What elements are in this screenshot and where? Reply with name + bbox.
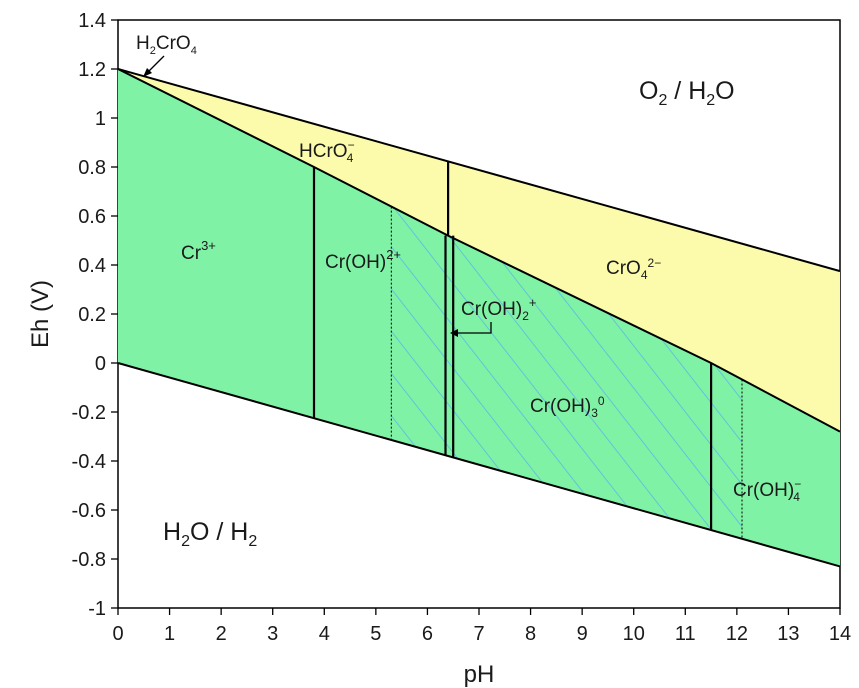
label-h2o-h2: H2O / H2 [163,518,257,550]
x-axis-title: pH [464,661,495,688]
svg-text:Cr(OH)2+: Cr(OH)2+ [461,295,536,323]
svg-text:H2CrO4: H2CrO4 [136,33,197,57]
y-tick-label: -0.2 [72,402,106,424]
y-tick-label: -0.6 [72,500,106,522]
croh2plus-pointer [456,322,492,334]
y-axis-ticks: -1 -0.8 -0.6 -0.4 -0.2 0 0.2 0.4 0.6 0.8 1 1.2 1.4 [72,10,118,620]
label-croh4: Cr(OH)− 4 [733,477,801,504]
y-tick-label: -1 [88,598,106,620]
croh2plus-arrow-icon [450,329,458,337]
y-tick-label: 0.4 [78,255,106,277]
x-tick-label: 5 [370,623,381,645]
label-h2cro4: H2CrO4 [136,33,197,77]
x-tick-label: 12 [726,623,748,645]
y-tick-label: 1.2 [78,59,106,81]
y-tick-label: 0.8 [78,157,106,179]
label-hcro4: HCrO− 4 [299,138,355,165]
label-cro4: CrO42− [606,256,661,282]
region-hatched [391,206,742,539]
x-tick-label: 14 [829,623,851,645]
label-croh2: Cr(OH)2+ [325,247,401,273]
y-tick-label: 1 [95,108,106,130]
y-tick-label: 0.6 [78,206,106,228]
x-tick-label: 7 [473,623,484,645]
label-croh2plus: Cr(OH)2+ [450,295,536,337]
x-tick-label: 9 [577,623,588,645]
x-tick-label: 2 [216,623,227,645]
x-tick-label: 3 [267,623,278,645]
x-tick-label: 4 [319,623,330,645]
x-tick-label: 11 [675,623,696,645]
x-tick-label: 0 [112,623,123,645]
y-tick-label: -0.4 [72,451,106,473]
y-tick-label: 1.4 [78,10,106,32]
line-water-oxidation [117,68,841,273]
x-tick-label: 6 [422,623,433,645]
label-o2-h2o: O2 / H2O [639,77,735,109]
x-tick-label: 1 [164,623,175,645]
line-water-reduction [117,362,841,568]
y-tick-label: 0.2 [78,304,106,326]
y-tick-label: -0.8 [72,549,106,571]
label-cr3: Cr3+ [181,238,216,264]
label-croh3: Cr(OH)30 [530,394,605,420]
y-tick-label: 0 [95,353,106,375]
x-tick-label: 13 [777,623,799,645]
h2cro4-arrow-icon [143,68,152,77]
x-tick-label: 10 [623,623,645,645]
y-axis-title: Eh (V) [27,280,54,348]
x-tick-label: 8 [525,623,536,645]
x-axis-ticks: 0 1 2 3 4 5 6 7 8 9 10 11 12 13 14 [112,608,851,645]
